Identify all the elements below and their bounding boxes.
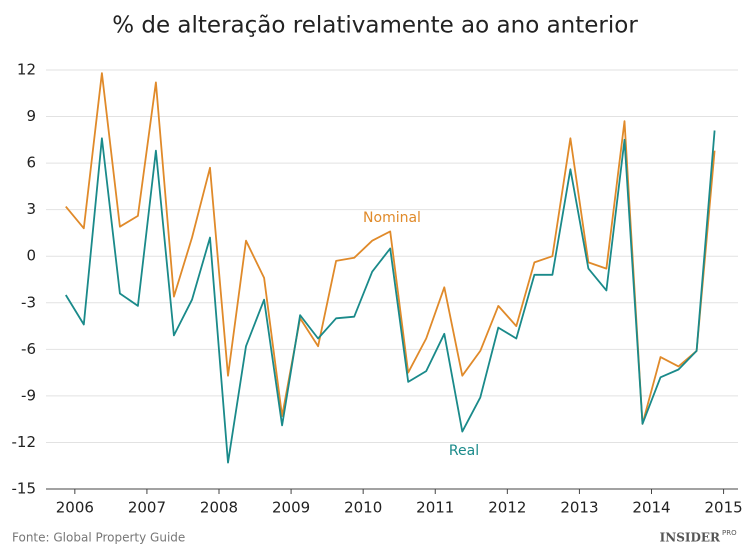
y-tick-label: -15 [12,480,37,498]
x-tick-label: 2007 [128,499,166,517]
series-label: Nominal [363,210,421,226]
y-tick-label: -12 [12,433,37,451]
x-tick-label: 2012 [488,499,526,517]
series-label: Real [449,443,479,459]
x-tick-label: 2014 [632,499,670,517]
x-tick-label: 2006 [56,499,94,517]
x-tick-label: 2008 [200,499,238,517]
series-line [65,72,716,425]
source: Fonte: Global Property Guide [12,531,185,545]
x-tick-label: 2013 [560,499,598,517]
y-tick-label: -6 [21,340,36,358]
y-tick-label: 9 [26,107,36,125]
series-line [65,130,716,464]
logo-tag: PRO [722,529,737,537]
x-tick-label: 2011 [416,499,454,517]
y-tick-label: 0 [26,247,36,265]
x-tick-label: 2015 [704,499,742,517]
logo: INSIDER [660,531,721,545]
x-tick-label: 2010 [344,499,382,517]
x-tick-label: 2009 [272,499,310,517]
y-tick-label: 3 [26,200,36,218]
y-tick-label: 6 [26,154,36,172]
y-tick-label: 12 [17,61,36,79]
chart-title: % de alteração relativamente ao ano ante… [112,13,638,39]
y-tick-label: -3 [21,293,36,311]
y-tick-label: -9 [21,386,36,404]
